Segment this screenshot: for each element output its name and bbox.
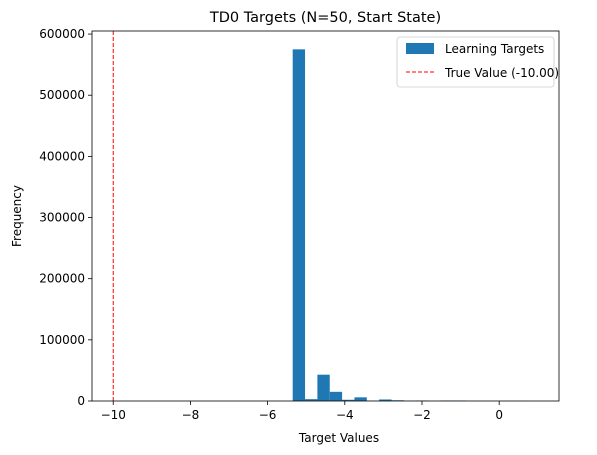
plot-frame [91,30,560,402]
x-tick-label: −6 [259,408,277,422]
legend-label-learning-targets: Learning Targets [445,42,544,56]
histogram-bar [342,399,355,401]
y-tick-label: 600000 [39,27,85,41]
x-tick-label: −10 [101,408,126,422]
legend-box [396,36,555,88]
legend-label-true-value: True Value (-10.00) [444,66,559,80]
x-axis-ticks: −10 −8 −6 −4 −2 0 [101,401,503,422]
y-tick-label: 100000 [39,333,85,347]
y-tick-label: 500000 [39,88,85,102]
x-tick-label: 0 [495,408,503,422]
histogram-bar [292,49,306,401]
y-axis-label: Frequency [10,185,24,247]
bars-group [292,49,540,401]
histogram-bar [317,374,330,401]
legend-swatch-learning-targets [406,43,434,54]
x-tick-label: −8 [182,408,200,422]
y-tick-label: 0 [77,394,85,408]
y-axis-ticks: 0 100000 200000 300000 400000 500000 600000 [39,27,92,408]
histogram-bar [329,391,343,401]
y-tick-label: 200000 [39,272,85,286]
y-tick-label: 400000 [39,149,85,163]
x-tick-label: −4 [336,408,354,422]
histogram-bar [354,397,367,401]
y-tick-label: 300000 [39,211,85,225]
chart-title: TD0 Targets (N=50, Start State) [209,10,441,26]
legend: Learning Targets True Value (-10.00) [396,36,559,88]
x-axis-label: Target Values [298,431,379,445]
x-tick-label: −2 [413,408,431,422]
histogram-bar [305,399,318,401]
histogram-bar [379,399,392,401]
